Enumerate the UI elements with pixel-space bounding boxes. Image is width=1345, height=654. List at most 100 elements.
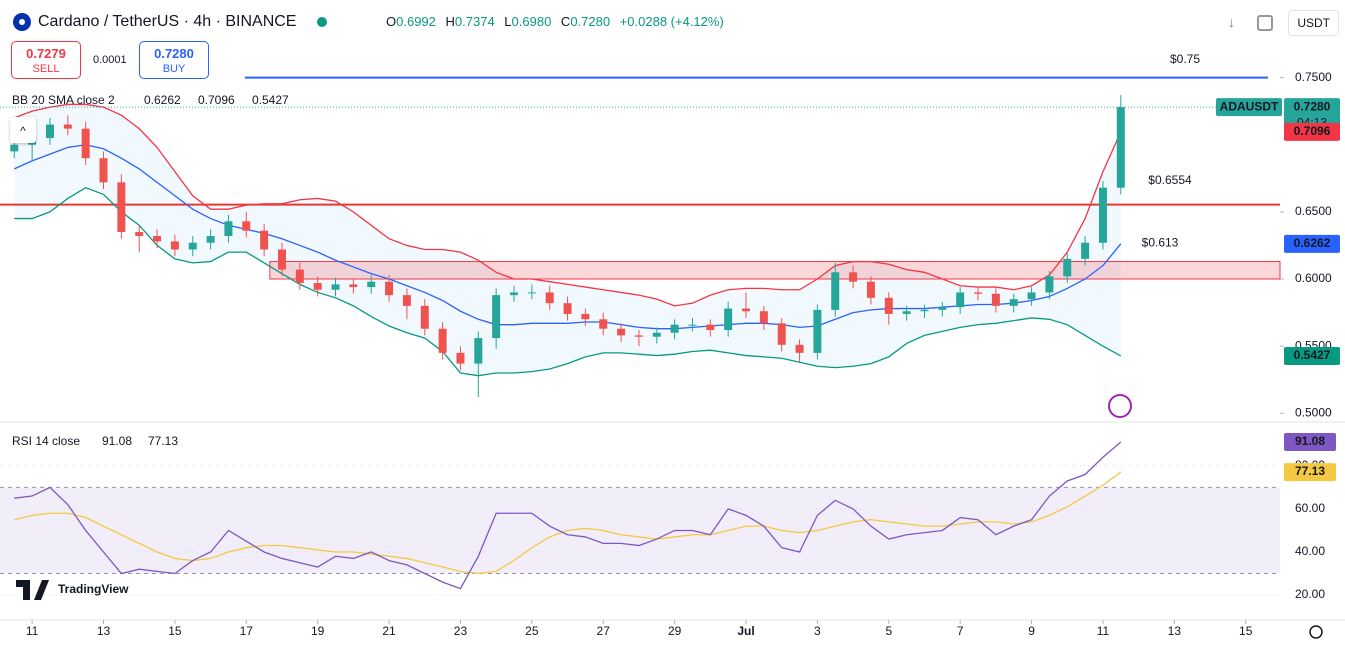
candle-body bbox=[724, 308, 733, 331]
candle-body bbox=[688, 324, 697, 326]
candle-body bbox=[331, 284, 340, 290]
bollinger-basis bbox=[14, 144, 1122, 330]
c-value: 0.7280 bbox=[570, 14, 611, 29]
candle-body bbox=[135, 232, 144, 237]
candle-body bbox=[313, 283, 322, 290]
bb-lower-tag-label: 0.5427 bbox=[1294, 348, 1331, 362]
rsi-ma-line bbox=[14, 471, 1122, 575]
candle-body bbox=[117, 182, 126, 233]
candle-body bbox=[849, 272, 858, 282]
rsi-legend-value: 91.08 bbox=[102, 434, 132, 448]
coin-icon bbox=[13, 13, 31, 31]
rsi-tick-label: 20.00 bbox=[1295, 587, 1325, 601]
y-tick-label: 0.6500 bbox=[1295, 204, 1332, 218]
bb-upper-tag bbox=[1284, 122, 1340, 141]
bollinger-upper bbox=[14, 103, 1122, 307]
candle-body bbox=[1116, 107, 1125, 188]
candle-body bbox=[206, 236, 215, 243]
candle-body bbox=[509, 292, 518, 296]
zone-label: $0.613 bbox=[1142, 236, 1179, 250]
candle-body bbox=[670, 324, 679, 333]
candle-body bbox=[492, 295, 501, 339]
x-tick-label: 11 bbox=[1097, 624, 1110, 638]
buy-button[interactable]: 0.7280 BUY bbox=[139, 41, 209, 79]
rsi-line bbox=[14, 441, 1122, 590]
settings-icon bbox=[1309, 625, 1323, 639]
o-value: 0.6992 bbox=[396, 14, 436, 29]
candle-body bbox=[10, 144, 19, 152]
sell-label: SELL bbox=[32, 63, 60, 75]
rsi-rsi-tag bbox=[1284, 433, 1336, 452]
last-price-tag-label: 0.7280 bbox=[1294, 99, 1331, 113]
candle-body bbox=[188, 242, 197, 250]
candle-body bbox=[974, 292, 983, 294]
rsi-tick-label: 80.00 bbox=[1295, 458, 1325, 472]
x-tick-label: 17 bbox=[240, 624, 254, 638]
candle-body bbox=[81, 128, 90, 159]
rsi-tick-label: 60.00 bbox=[1295, 501, 1325, 515]
collapse-button[interactable]: ^ bbox=[10, 117, 36, 143]
o-label: O bbox=[386, 14, 397, 29]
rsi-ma-tag-label: 77.13 bbox=[1295, 464, 1325, 478]
candle-body bbox=[99, 158, 108, 183]
symbol-tag bbox=[1216, 98, 1282, 117]
watermark-logo bbox=[16, 580, 49, 600]
candle-body bbox=[385, 281, 394, 296]
x-tick-label: 19 bbox=[311, 624, 325, 638]
x-tick-label: 9 bbox=[1028, 624, 1035, 638]
sell-button[interactable]: 0.7279 SELL bbox=[11, 41, 81, 79]
currency-select[interactable]: USDT bbox=[1288, 10, 1339, 36]
candle-body bbox=[777, 323, 786, 345]
ohlc-values: O0.6992 H0.7374 L0.6980 C0.7280 +0.0288 … bbox=[386, 14, 730, 29]
level-label: $0.6554 bbox=[1148, 173, 1192, 187]
rsi-rsi-tag-label: 91.08 bbox=[1295, 434, 1325, 448]
candle-body bbox=[831, 272, 840, 310]
countdown: 04:13 bbox=[1297, 115, 1327, 129]
candle-body bbox=[63, 124, 72, 129]
candle-body bbox=[617, 328, 626, 336]
bb-basis-tag-label: 0.6262 bbox=[1294, 236, 1331, 250]
x-tick-label: 11 bbox=[26, 624, 39, 638]
x-tick-label: 25 bbox=[525, 624, 539, 638]
l-value: 0.6980 bbox=[511, 14, 552, 29]
candle-body bbox=[938, 307, 947, 310]
rsi-ma-tag bbox=[1284, 463, 1336, 482]
candle-body bbox=[991, 293, 1000, 306]
candle-body bbox=[242, 221, 251, 231]
candle-body bbox=[545, 292, 554, 304]
fullscreen-icon[interactable] bbox=[1257, 15, 1273, 31]
bb-legend-value: 0.6262 bbox=[144, 93, 181, 107]
candle-body bbox=[866, 281, 875, 298]
level-label: $0.75 bbox=[1170, 52, 1200, 66]
rsi-label: RSI 14 close bbox=[12, 434, 80, 448]
candle-body bbox=[153, 236, 162, 242]
x-tick-label: 13 bbox=[1168, 624, 1182, 638]
symbol-title[interactable]: Cardano / TetherUS · 4h · BINANCE bbox=[38, 13, 297, 30]
candle-body bbox=[474, 338, 483, 364]
y-tick-label: 0.6000 bbox=[1295, 271, 1332, 285]
candle-body bbox=[420, 305, 429, 329]
candle-body bbox=[1027, 292, 1036, 300]
candle-body bbox=[920, 309, 929, 312]
bb-label: BB 20 SMA close 2 bbox=[12, 93, 115, 107]
candle-body bbox=[277, 249, 286, 270]
buy-label: BUY bbox=[162, 63, 186, 75]
lightning-icon bbox=[1108, 394, 1132, 418]
symbol-tag-label: ADAUSDT bbox=[1220, 99, 1279, 113]
candle-body bbox=[295, 269, 304, 284]
rsi-tick-label: 40.00 bbox=[1295, 544, 1325, 558]
bb-legend-value: 0.5427 bbox=[252, 93, 289, 107]
candle-body bbox=[795, 344, 804, 353]
download-icon[interactable]: ↓ bbox=[1228, 14, 1235, 30]
l-label: L bbox=[504, 14, 512, 29]
change-value: +0.0288 (+4.12%) bbox=[619, 14, 724, 29]
y-tick-label: 0.7500 bbox=[1295, 70, 1332, 84]
bb-upper-tag-label: 0.7096 bbox=[1294, 124, 1331, 138]
x-tick-label: 23 bbox=[454, 624, 468, 638]
x-tick-label: Jul bbox=[737, 624, 754, 638]
candle-body bbox=[599, 319, 608, 329]
candle-body bbox=[527, 292, 536, 294]
candle-body bbox=[652, 332, 661, 337]
candle-body bbox=[706, 324, 715, 331]
x-tick-label: 13 bbox=[97, 624, 111, 638]
